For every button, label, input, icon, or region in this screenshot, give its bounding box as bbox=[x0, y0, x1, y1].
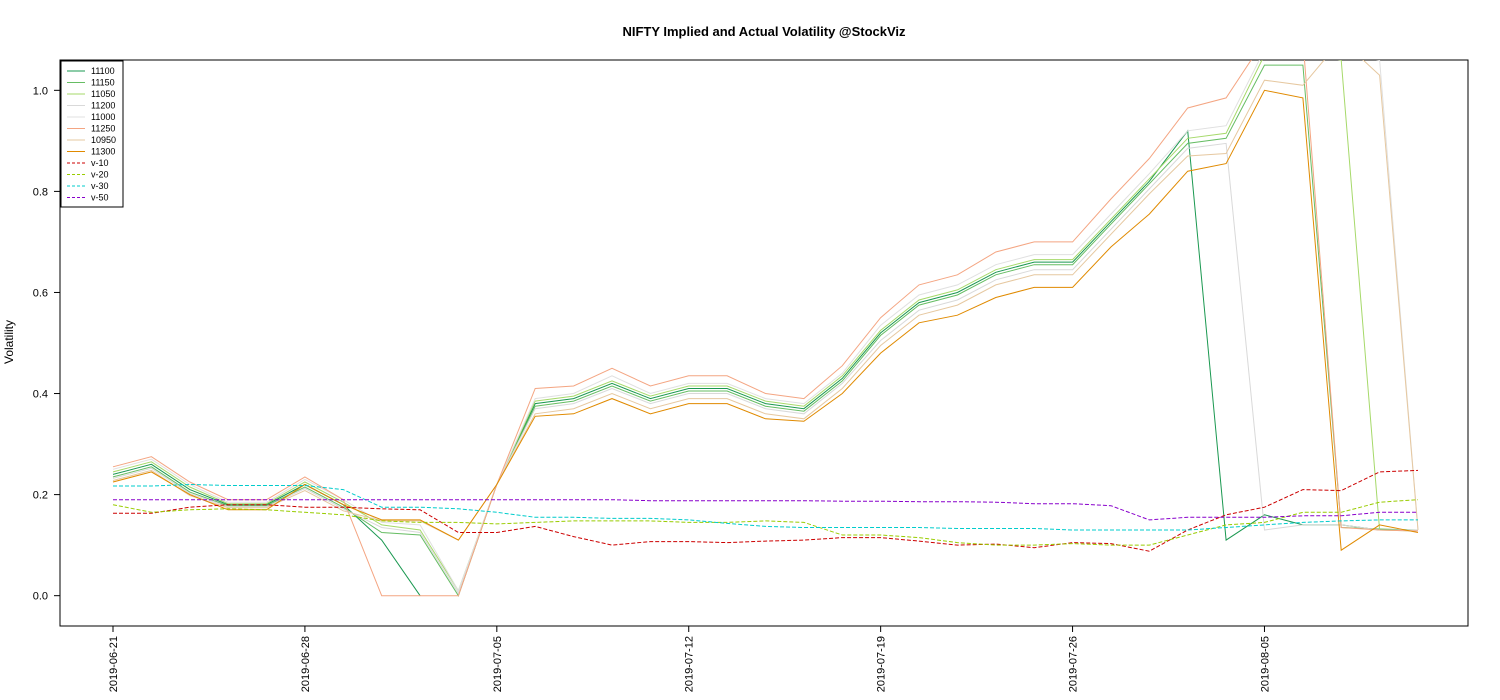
series-line-11000 bbox=[112, 60, 1419, 592]
series-line-v-30 bbox=[113, 483, 1418, 531]
x-tick-label: 2019-07-26 bbox=[1068, 636, 1080, 692]
series-line-11050 bbox=[112, 60, 1419, 592]
y-axis: 0.0 0.2 0.4 0.6 0.8 1.0 bbox=[33, 85, 61, 603]
x-tick-label: 2019-08-05 bbox=[1259, 636, 1271, 692]
y-tick-label: 0.8 bbox=[33, 186, 48, 198]
legend-label: 11000 bbox=[91, 112, 115, 122]
legend-label: 11300 bbox=[91, 147, 115, 157]
x-tick-label: 2019-07-05 bbox=[492, 636, 504, 692]
legend-label: 10950 bbox=[91, 135, 116, 145]
series-line-v-10 bbox=[113, 469, 1419, 552]
legend-label: v-20 bbox=[91, 170, 109, 180]
legend-box bbox=[60, 60, 124, 208]
legend-label: 11150 bbox=[91, 78, 115, 88]
y-tick-label: 0.2 bbox=[33, 490, 48, 502]
x-tick-label: 2019-06-21 bbox=[108, 636, 120, 692]
legend-label: 11250 bbox=[91, 124, 115, 134]
series-line-v-50 bbox=[113, 499, 1418, 521]
y-tick-label: 0.6 bbox=[33, 287, 48, 299]
y-tick-label: 0.4 bbox=[33, 389, 48, 401]
series-line-11100 bbox=[112, 129, 1418, 596]
series-line-11150 bbox=[112, 64, 1419, 597]
x-axis: 2019-06-21 2019-06-28 2019-07-05 2019-07-12… bbox=[108, 625, 1271, 692]
legend-label: 11200 bbox=[91, 101, 115, 111]
x-tick-label: 2019-06-28 bbox=[300, 636, 312, 692]
x-tick-label: 2019-07-19 bbox=[876, 636, 888, 692]
series-line-10950 bbox=[112, 60, 1419, 541]
legend-label: v-10 bbox=[91, 158, 109, 168]
series-line-11200 bbox=[112, 142, 1418, 595]
legend-label: v-30 bbox=[91, 181, 109, 191]
legend-label: 11100 bbox=[91, 66, 115, 76]
series-line-11300 bbox=[112, 89, 1419, 552]
series-line-v-20 bbox=[112, 499, 1419, 546]
chart-title: NIFTY Implied and Actual Volatility @Sto… bbox=[622, 24, 906, 39]
series-line-11250 bbox=[112, 60, 1419, 597]
plot-area bbox=[112, 60, 1419, 597]
legend-label: v-50 bbox=[91, 193, 109, 203]
legend-label: 11050 bbox=[91, 89, 115, 99]
x-tick-label: 2019-07-12 bbox=[684, 636, 696, 692]
y-tick-label: 0.0 bbox=[33, 591, 48, 603]
y-tick-label: 1.0 bbox=[33, 85, 48, 97]
y-axis-label: Volatility bbox=[2, 320, 16, 364]
